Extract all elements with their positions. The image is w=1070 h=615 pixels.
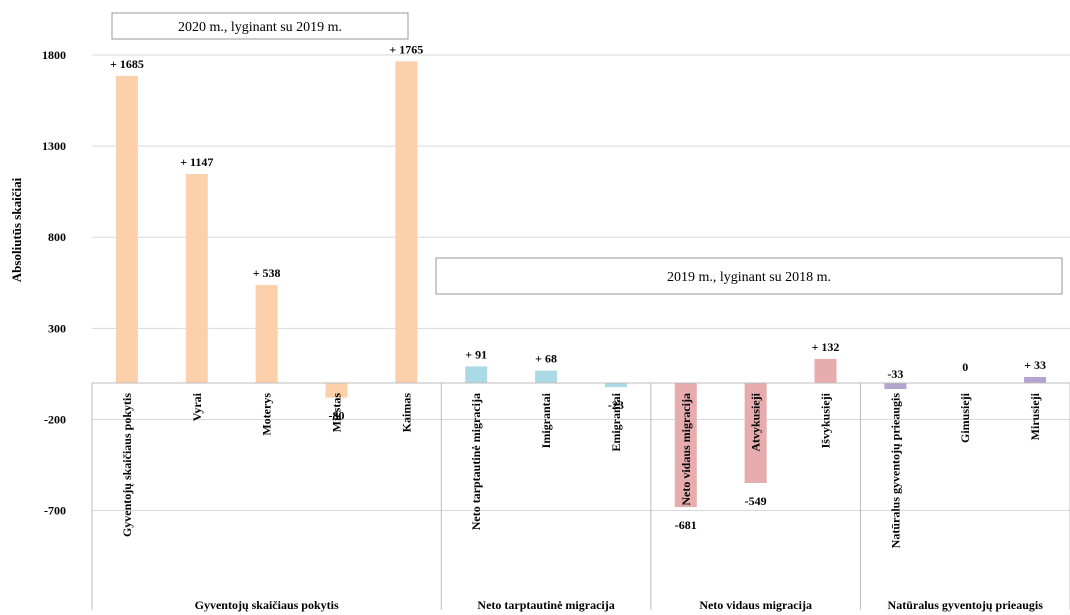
bar — [255, 284, 278, 383]
data-label: -23 — [608, 398, 624, 412]
bar — [465, 366, 488, 383]
data-label: + 33 — [1024, 358, 1046, 372]
bar — [395, 61, 418, 383]
category-label: Kaimas — [399, 393, 413, 433]
y-axis-title: Absoliutūs skaičiai — [9, 177, 24, 282]
bar — [115, 75, 138, 383]
data-label: + 91 — [465, 347, 487, 361]
category-label: Atvykusieji — [749, 392, 763, 451]
bar — [744, 383, 767, 484]
bar — [604, 383, 627, 388]
data-label: + 1685 — [110, 57, 144, 71]
category-label: Gimusieji — [958, 392, 972, 443]
data-label: + 132 — [812, 340, 840, 354]
data-label: + 68 — [535, 352, 557, 366]
labels: -700 -200 300 800 1300 1800 + 1685 + 1147 + 538 -… — [42, 42, 1046, 612]
category-label: Miestas — [330, 393, 344, 433]
bar — [185, 173, 208, 383]
category-label: Emigrantai — [609, 392, 623, 451]
data-label: + 1765 — [389, 42, 423, 56]
annotation-2020-text: 2020 m., lyginant su 2019 m. — [178, 20, 342, 35]
annotation-2020: 2020 m., lyginant su 2019 m. — [111, 12, 409, 40]
annotation-2019-text: 2019 m., lyginant su 2018 m. — [667, 270, 831, 285]
bar — [884, 383, 907, 390]
bar — [814, 358, 837, 383]
y-tick-label: 800 — [48, 230, 66, 244]
category-label: Neto tarptautinė migracija — [469, 393, 483, 530]
data-label: + 1147 — [180, 155, 213, 169]
axes — [91, 382, 1070, 610]
category-label: Natūralus gyventojų prieaugis — [888, 393, 902, 549]
group-label: Neto tarptautinė migracija — [477, 598, 614, 612]
data-label: -80 — [329, 409, 345, 423]
bar — [1024, 376, 1047, 383]
group-label: Neto vidaus migracija — [699, 598, 812, 612]
category-label: Gyventojų skaičiaus pokytis — [120, 393, 134, 537]
bar — [674, 383, 697, 508]
category-label: Mirusieji — [1028, 392, 1042, 440]
y-tick-label: -200 — [44, 412, 66, 426]
data-label: + 538 — [253, 266, 281, 280]
category-label: Imigrantai — [539, 392, 553, 448]
data-label: -549 — [745, 494, 767, 508]
group-label: Gyventojų skaičiaus pokytis — [195, 598, 339, 612]
grid-lines — [92, 54, 1070, 512]
data-label: -33 — [887, 367, 903, 381]
bar — [535, 370, 558, 383]
category-label: Išvykusieji — [819, 392, 833, 448]
category-label: Neto vidaus migracija — [679, 393, 693, 506]
y-tick-label: -700 — [44, 504, 66, 518]
category-label: Vyrai — [190, 392, 204, 421]
y-tick-label: 1800 — [42, 48, 66, 62]
bars — [115, 61, 1047, 508]
category-label: Moterys — [260, 393, 274, 436]
data-label: 0 — [962, 360, 968, 374]
data-label: -681 — [675, 518, 697, 532]
bar — [325, 383, 348, 398]
y-tick-label: 1300 — [42, 139, 66, 153]
annotation-2019: 2019 m., lyginant su 2018 m. — [435, 257, 1063, 295]
y-tick-label: 300 — [48, 321, 66, 335]
group-label: Natūralus gyventojų prieaugis — [888, 598, 1044, 612]
